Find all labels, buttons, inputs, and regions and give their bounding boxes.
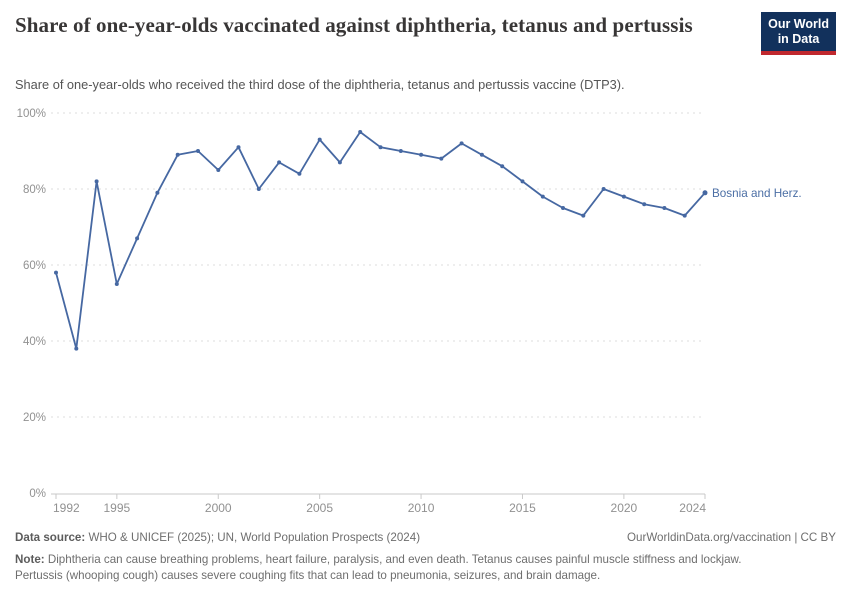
data-point-2012[interactable] [459,141,464,146]
data-point-2016[interactable] [540,194,545,199]
data-point-2000[interactable] [216,168,221,172]
data-point-2023[interactable] [682,213,687,218]
data-point-2018[interactable] [581,213,586,218]
y-tick-label-80: 80% [23,184,46,196]
data-point-2013[interactable] [479,152,484,157]
data-point-1992[interactable] [54,270,58,275]
data-point-1993[interactable] [74,346,79,351]
x-tick-label-2015: 2015 [509,501,536,515]
data-point-1994[interactable] [94,179,99,184]
data-point-1996[interactable] [135,236,140,241]
data-point-2015[interactable] [520,179,525,184]
data-point-2017[interactable] [561,206,565,210]
data-point-2014[interactable] [500,164,505,169]
data-source-label: Data source: [15,531,86,544]
series-end-label[interactable]: Bosnia and Herz. [712,187,802,200]
note-text: Diphtheria can cause breathing problems,… [15,553,742,583]
data-point-2003[interactable] [277,160,282,165]
data-point-2019[interactable] [601,187,606,191]
data-point-1997[interactable] [155,190,160,195]
x-tick-label-2020: 2020 [611,501,638,515]
data-point-2001[interactable] [236,145,241,150]
data-point-2002[interactable] [256,187,261,191]
owid-logo[interactable]: Our World in Data [761,12,836,55]
data-point-2020[interactable] [621,194,626,199]
data-point-2011[interactable] [439,156,444,161]
y-tick-label-20: 20% [23,412,46,424]
chart-note: Note: Diphtheria can cause breathing pro… [15,552,769,584]
data-point-2022[interactable] [662,206,667,210]
data-point-1995[interactable] [114,282,119,286]
data-point-2007[interactable] [358,130,363,134]
chart-subtitle: Share of one-year-olds who received the … [15,77,625,92]
data-line-bosnia[interactable] [55,131,706,350]
data-point-1998[interactable] [175,152,180,157]
note-label: Note: [15,553,45,567]
origin-url-link[interactable]: OurWorldinData.org/vaccination | CC BY [627,531,836,544]
x-tick-label-2000: 2000 [205,501,232,515]
data-source-line: Data source: WHO & UNICEF (2025); UN, Wo… [15,530,420,546]
data-point-2024[interactable] [702,190,708,196]
data-point-2006[interactable] [337,160,342,165]
y-tick-label-40: 40% [23,336,46,348]
chart-footer: Data source: WHO & UNICEF (2025); UN, Wo… [15,530,836,585]
y-tick-label-60: 60% [23,260,46,272]
line-chart-canvas[interactable]: 0% 20% 40% 60% 80% 100% 1992 1995 2000 2005 2010 20… [0,100,850,525]
y-tick-label-100: 100% [17,108,46,120]
data-point-2021[interactable] [642,202,647,207]
page-title: Share of one-year-olds vaccinated agains… [15,13,693,37]
y-tick-label-0: 0% [29,488,46,500]
x-tick-label-2005: 2005 [306,501,333,515]
data-point-2008[interactable] [378,145,383,150]
data-point-2004[interactable] [297,171,302,176]
data-point-1999[interactable] [196,149,200,153]
owid-logo-line1: Our World [768,17,829,31]
data-point-2009[interactable] [398,149,403,153]
data-point-2010[interactable] [419,152,424,157]
x-tick-label-2024: 2024 [679,501,706,515]
data-point-2005[interactable] [317,137,322,142]
owid-logo-line2: in Data [777,32,820,47]
data-source-text: WHO & UNICEF (2025); UN, World Populatio… [85,531,421,544]
x-tick-label-1995: 1995 [103,501,130,515]
x-tick-label-2010: 2010 [408,501,435,515]
x-tick-label-1992: 1992 [53,501,80,515]
